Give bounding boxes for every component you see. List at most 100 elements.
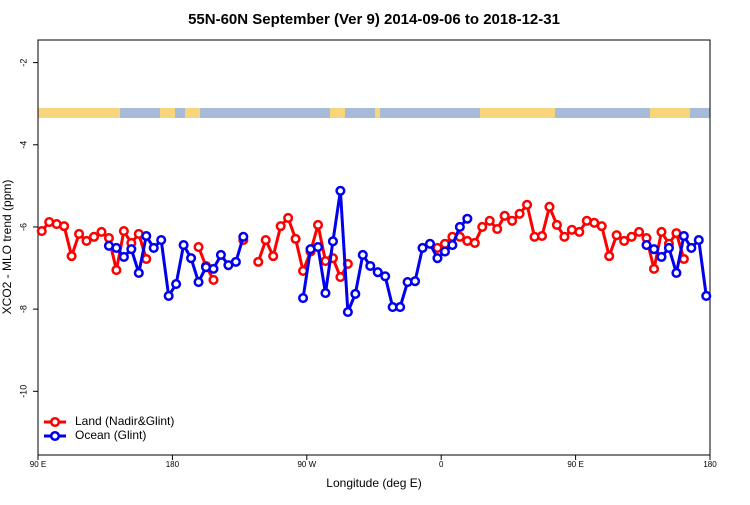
data-point [663, 242, 674, 253]
data-point [193, 242, 204, 253]
data-point [283, 212, 294, 223]
data-point [156, 235, 167, 246]
data-point [253, 256, 264, 267]
x-axis-label: Longitude (deg E) [326, 476, 421, 490]
data-point [380, 271, 391, 282]
data-point [74, 228, 85, 239]
data-point [648, 263, 660, 274]
data-point [551, 219, 562, 230]
data-point [507, 215, 518, 226]
data-point [215, 249, 226, 260]
y-tick-label: -8 [18, 305, 28, 313]
data-point [133, 267, 144, 279]
data-point [432, 253, 443, 264]
data-point [335, 272, 346, 283]
data-point [604, 251, 615, 262]
data-point [193, 276, 204, 288]
data-point [544, 201, 555, 212]
data-point [596, 221, 607, 232]
data-point [648, 244, 660, 255]
data-point [439, 246, 450, 257]
data-point [477, 221, 488, 233]
x-tick-label: 180 [703, 460, 717, 469]
x-tick-label: 90 W [297, 460, 316, 469]
data-point [66, 251, 77, 262]
x-tick-label: 0 [439, 460, 444, 469]
data-point [230, 256, 241, 267]
data-point [141, 230, 152, 242]
data-point [208, 263, 219, 274]
data-point [111, 265, 122, 276]
data-point [290, 233, 301, 244]
data-point [701, 290, 712, 302]
data-point [320, 288, 331, 299]
data-point [626, 231, 637, 242]
data-point [522, 199, 533, 210]
legend-marker [49, 416, 61, 428]
data-point [59, 221, 70, 232]
x-tick-label: 180 [166, 460, 180, 469]
data-point [656, 226, 667, 237]
data-point [208, 274, 219, 286]
data-point [492, 223, 503, 235]
data-point [163, 290, 174, 302]
data-point [126, 244, 137, 255]
y-tick-label: -10 [18, 385, 28, 398]
data-point [111, 242, 122, 253]
data-point [171, 279, 182, 290]
y-tick-label: -6 [18, 223, 28, 231]
x-tick-label: 90 E [567, 460, 583, 469]
data-point [611, 230, 622, 241]
chart-title: 55N-60N September (Ver 9) 2014-09-06 to … [188, 11, 560, 28]
surface-strip [38, 108, 710, 118]
data-point [96, 226, 107, 237]
data-point [148, 242, 159, 253]
plot-frame [37, 39, 711, 456]
data-point [260, 235, 271, 246]
data-point [641, 239, 652, 251]
x-tick-label: 90 E [30, 460, 46, 469]
legend-marker [49, 430, 61, 442]
data-point [81, 235, 92, 246]
data-point [454, 221, 465, 233]
data-point [574, 226, 585, 237]
data-point [372, 267, 383, 278]
data-point [671, 267, 682, 279]
data-point [462, 213, 473, 224]
data-point [36, 226, 47, 237]
y-axis-label: XCO2 - MLO trend (ppm) [0, 180, 14, 315]
data-point [350, 288, 361, 299]
data-point [298, 292, 309, 304]
data-point [178, 239, 189, 251]
data-point [469, 237, 480, 249]
data-point [88, 231, 100, 242]
data-point [634, 226, 645, 237]
data-point [335, 185, 346, 196]
data-point [275, 221, 286, 232]
data-point [327, 236, 338, 247]
data-point [312, 219, 324, 230]
data-point [656, 251, 667, 263]
data-point [447, 239, 458, 251]
data-point [514, 208, 525, 219]
data-point [365, 260, 376, 272]
legend-label: Land (Nadir&Glint) [75, 414, 174, 428]
data-point [395, 302, 406, 313]
y-tick-label: -4 [18, 141, 28, 149]
data-point [312, 242, 324, 253]
data-point [417, 242, 428, 253]
data-point [424, 238, 436, 249]
data-point [484, 215, 495, 226]
data-point [499, 210, 510, 221]
data-point [118, 251, 129, 263]
data-point [238, 231, 249, 242]
data-point [686, 242, 697, 253]
data-point [103, 232, 114, 244]
data-point [559, 231, 570, 242]
data-point [268, 251, 279, 262]
y-tick-label: -2 [18, 59, 28, 67]
data-point [693, 235, 704, 246]
data-point [342, 306, 353, 318]
